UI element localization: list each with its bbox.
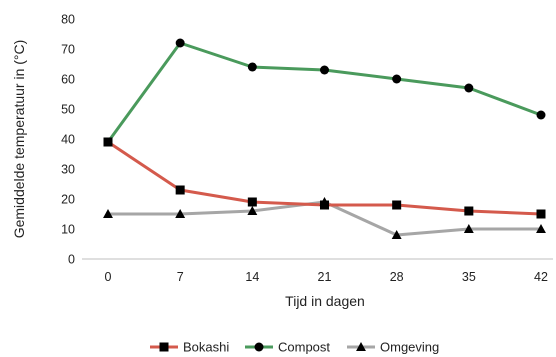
x-tick-label: 35 [462,270,476,284]
data-point-bokashi [175,185,185,195]
x-tick-label: 0 [105,270,112,284]
data-point-omgeving [463,224,474,234]
series-line-compost [106,41,543,144]
data-point-compost [320,65,329,75]
y-tick-label: 80 [61,13,75,27]
x-tick-label: 28 [390,270,404,284]
data-point-compost [464,83,474,93]
legend-swatch-marker [254,342,264,352]
data-point-compost [536,110,546,120]
y-tick-label: 60 [61,73,75,87]
x-axis-title: Tijd in dagen [285,293,365,309]
data-point-omgeving [536,224,546,234]
legend-label: Omgeving [380,340,439,355]
legend-item-compost: Compost [245,340,330,355]
legend-label: Bokashi [183,340,229,355]
data-point-compost [175,38,185,48]
x-tick-label: 42 [534,270,548,284]
legend-item-omgeving: Omgeving [347,340,439,355]
legend-label: Compost [278,340,330,355]
x-tick-labels: 0 7 14 21 28 35 42 [105,270,548,284]
legend-item-bokashi: Bokashi [150,340,229,355]
data-point-omgeving [391,230,402,240]
data-point-bokashi [392,200,402,210]
legend: Bokashi Compost Omgeving [150,340,439,355]
x-tick-label: 21 [318,270,332,284]
series-markers [103,38,546,240]
y-tick-label: 70 [61,43,75,57]
y-tick-label: 30 [61,163,75,177]
x-tick-label: 7 [177,270,184,284]
legend-swatch-marker [356,342,366,352]
y-tick-label: 0 [68,253,75,267]
y-tick-label: 50 [61,103,75,117]
x-tick-label: 14 [245,270,259,284]
y-tick-label: 20 [61,193,75,207]
y-tick-label: 40 [61,133,75,147]
data-point-omgeving [175,209,186,219]
data-point-compost [392,74,402,84]
data-point-omgeving [103,209,113,219]
y-axis-title: Gemiddelde temperatuur in (°C) [11,40,27,239]
data-point-bokashi [536,209,546,219]
data-point-bokashi [247,197,257,207]
legend-swatch-marker [159,342,169,352]
data-point-bokashi [464,206,474,216]
data-point-compost [247,62,257,72]
data-point-compost [103,137,113,147]
y-tick-labels: 0 10 20 30 40 50 60 70 80 [61,13,75,267]
data-point-bokashi [320,200,329,210]
y-tick-label: 10 [61,223,75,237]
data-point-omgeving [247,206,258,216]
